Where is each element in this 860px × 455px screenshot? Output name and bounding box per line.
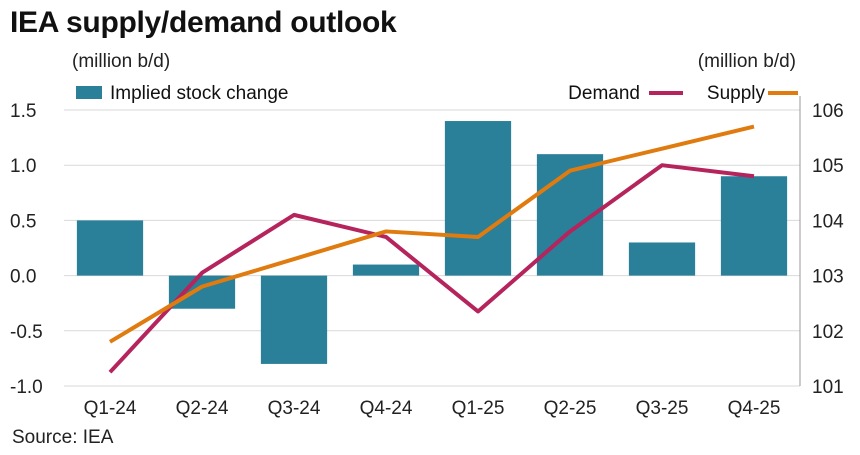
left-axis-tick-label: -1.0: [10, 377, 43, 398]
left-axis-tick-label: 1.0: [10, 156, 36, 177]
legend: Implied stock change Demand Supply: [76, 83, 798, 104]
x-axis-tick-label: Q3-25: [636, 398, 689, 419]
bar-stock-change: [628, 242, 696, 276]
axes: -1.0 -0.5 0.0 0.5 1.0 1.5 101 102 103 104 105 106 Q1…: [10, 96, 844, 419]
left-axis-unit-label: (million b/d): [72, 51, 170, 72]
right-axis-unit-label: (million b/d): [698, 51, 796, 72]
left-axis-tick-label: 0.5: [10, 211, 36, 232]
left-axis-tick-label: 1.5: [10, 101, 36, 122]
x-axis-tick-label: Q1-24: [84, 398, 137, 419]
right-axis-tick-label: 101: [812, 377, 844, 398]
right-axis-tick-label: 105: [812, 156, 844, 177]
legend-swatch-stock-change: [76, 86, 102, 99]
right-axis-tick-label: 104: [812, 211, 844, 232]
right-axis-tick-label: 103: [812, 267, 844, 288]
chart-title: IEA supply/demand outlook: [10, 6, 397, 39]
x-axis-tick-label: Q2-24: [176, 398, 229, 419]
line-demand: [108, 163, 755, 374]
bar-stock-change: [76, 220, 144, 276]
x-axis-tick-label: Q2-25: [544, 398, 597, 419]
x-axis-tick-label: Q3-24: [268, 398, 321, 419]
legend-label-supply: Supply: [707, 83, 766, 104]
bar-stock-change: [352, 264, 420, 276]
source-note: Source: IEA: [12, 427, 114, 448]
right-axis-tick-label: 106: [812, 101, 844, 122]
x-axis-tick-label: Q1-25: [452, 398, 505, 419]
x-axis-tick-label: Q4-24: [360, 398, 413, 419]
bar-stock-change: [720, 176, 788, 276]
right-axis-tick-label: 102: [812, 322, 844, 343]
bar-stock-change: [260, 275, 328, 364]
left-axis-tick-label: -0.5: [10, 322, 43, 343]
bar-stock-change: [444, 121, 512, 276]
legend-label-stock-change: Implied stock change: [110, 83, 289, 104]
legend-label-demand: Demand: [568, 83, 640, 104]
x-axis-tick-label: Q4-25: [728, 398, 781, 419]
left-axis-tick-label: 0.0: [10, 267, 36, 288]
bar-series: [76, 121, 788, 364]
line-series: [108, 124, 755, 374]
line-supply: [108, 124, 755, 344]
